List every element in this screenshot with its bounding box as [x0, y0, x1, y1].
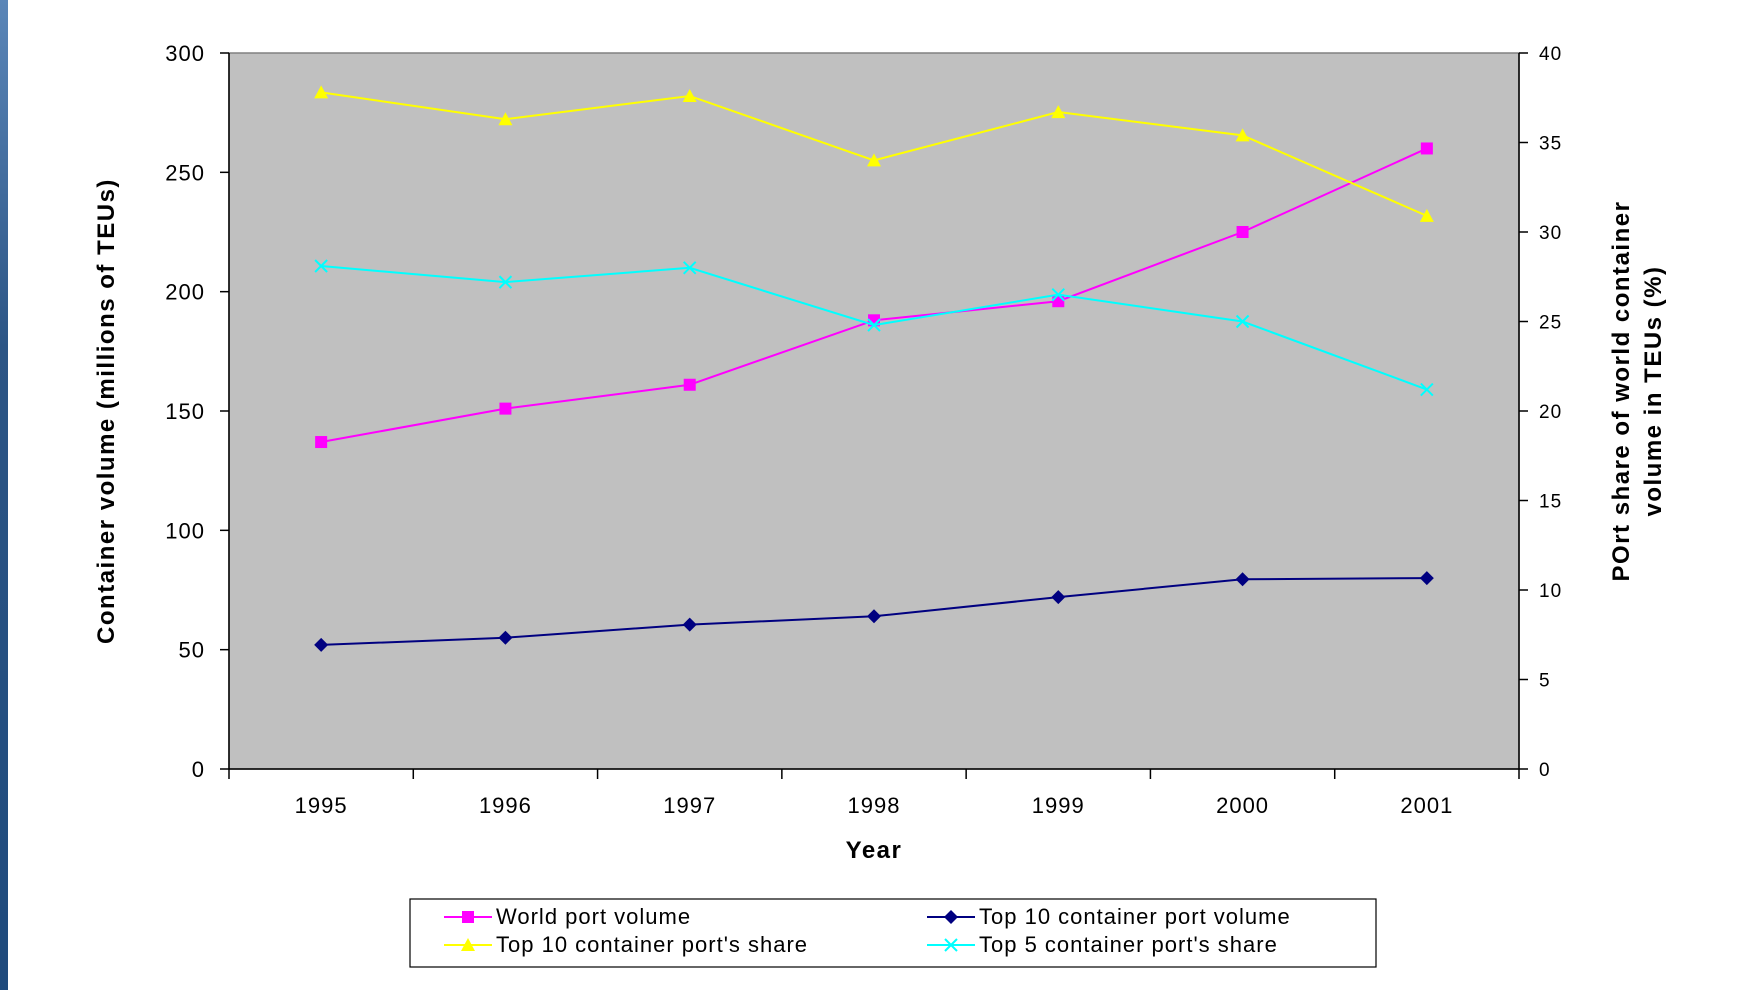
data-point: [682, 88, 697, 102]
legend: World port volume Top 10 container port v…: [409, 898, 1377, 968]
x-tick-label: 1999: [1032, 793, 1085, 818]
x-tick-label: 2000: [1216, 793, 1269, 818]
legend-marker: [944, 938, 958, 952]
data-point: [314, 85, 329, 99]
right-y-tick-label: 20: [1539, 402, 1562, 423]
left-y-tick-label: 50: [179, 638, 205, 663]
legend-label: World port volume: [496, 904, 691, 929]
right-y-axis-title-line1: POrt share of world container: [1608, 201, 1635, 582]
legend-item: World port volume: [444, 904, 691, 929]
x-axis-title: Year: [846, 837, 903, 864]
left-y-tick-label: 100: [165, 518, 205, 543]
legend-box: [409, 898, 1377, 968]
legend-label: Top 5 container port's share: [979, 932, 1278, 957]
data-point: [867, 318, 881, 332]
data-point: [1235, 314, 1250, 329]
x-tick-label: 1995: [295, 793, 348, 818]
legend-marker: [462, 911, 474, 923]
data-point: [314, 637, 329, 652]
left-y-axis-title: Container volume (millions of TEUs): [93, 178, 120, 644]
legend-label: Top 10 container port volume: [979, 904, 1291, 929]
data-point: [1420, 382, 1434, 397]
x-tick-label: 1997: [663, 793, 716, 818]
left-y-tick-label: 150: [165, 399, 205, 424]
data-point: [1235, 128, 1250, 142]
right-y-tick-label: 35: [1539, 134, 1562, 155]
right-y-tick-label: 30: [1539, 223, 1562, 244]
data-point: [683, 261, 697, 275]
data-point: [682, 617, 697, 632]
data-point: [683, 378, 696, 391]
legend-marker: [461, 938, 475, 951]
data-point: [315, 436, 328, 449]
series-layer: [314, 85, 1434, 652]
right-y-tick-label: 15: [1539, 492, 1562, 513]
data-point: [1420, 142, 1433, 155]
axes: 0 50 100 150 200 250 300 0 5 10 15 20 25 30 35 40 1995 19…: [165, 41, 1562, 818]
left-y-tick-label: 0: [192, 757, 205, 782]
plot-area: [228, 52, 1520, 770]
data-point: [498, 112, 513, 126]
data-point: [498, 275, 513, 289]
right-y-tick-label: 5: [1539, 671, 1551, 692]
left-y-tick-label: 300: [165, 41, 205, 66]
right-y-tick-label: 25: [1539, 313, 1562, 334]
x-tick-label: 1998: [848, 793, 901, 818]
data-point: [499, 402, 512, 415]
x-tick-label: 1996: [479, 793, 532, 818]
chart-canvas: 0 50 100 150 200 250 300 0 5 10 15 20 25 30 35 40 1995 19…: [8, 0, 1737, 990]
right-y-tick-label: 0: [1539, 760, 1551, 781]
series-3: [314, 259, 1434, 397]
data-point: [1419, 571, 1434, 586]
data-point: [867, 609, 881, 624]
legend-label: Top 10 container port's share: [496, 932, 808, 957]
data-point: [314, 259, 328, 273]
data-point: [1235, 572, 1250, 587]
data-point: [1419, 208, 1434, 222]
left-y-tick-label: 200: [165, 280, 205, 305]
right-y-tick-label: 10: [1539, 581, 1562, 602]
data-point: [1051, 590, 1066, 605]
data-point: [1051, 105, 1066, 119]
legend-item: Top 10 container port volume: [927, 904, 1291, 929]
x-tick-label: 2001: [1400, 793, 1453, 818]
left-y-tick-label: 250: [165, 160, 205, 185]
data-point: [498, 630, 513, 645]
legend-item: Top 10 container port's share: [444, 932, 808, 957]
data-point: [1236, 226, 1249, 238]
legend-item: Top 5 container port's share: [927, 932, 1278, 957]
line-chart: 0 50 100 150 200 250 300 0 5 10 15 20 25 30 35 40 1995 19…: [93, 41, 1667, 968]
series-2: [314, 85, 1434, 222]
data-point: [1051, 287, 1065, 302]
legend-marker: [944, 910, 958, 924]
right-y-tick-label: 40: [1539, 44, 1562, 65]
right-y-axis-title-line2: volume in TEUs (%): [1640, 265, 1667, 516]
data-point: [1052, 295, 1065, 308]
series-1: [314, 571, 1434, 652]
data-point: [867, 153, 881, 167]
